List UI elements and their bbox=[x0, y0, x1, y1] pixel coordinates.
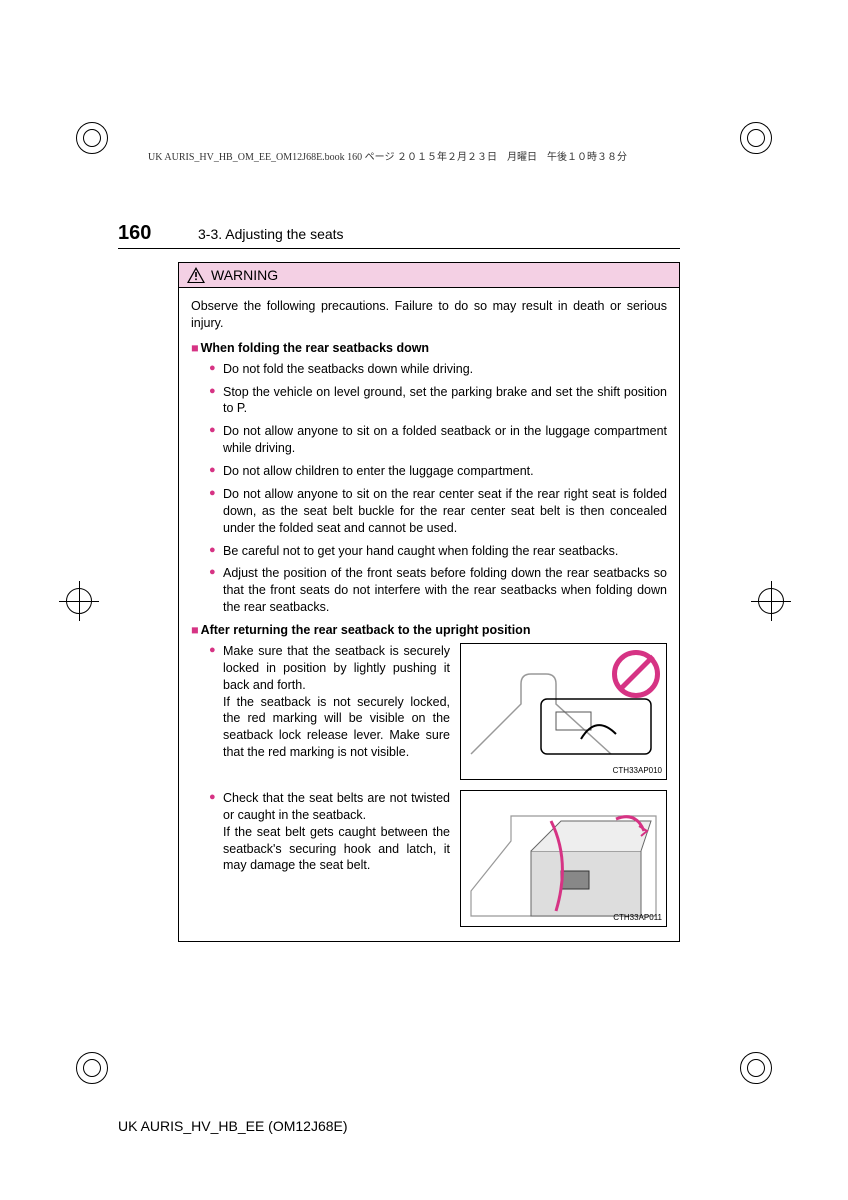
section-title: 3-3. Adjusting the seats bbox=[198, 226, 344, 242]
crop-corner bbox=[740, 1052, 772, 1084]
book-file-header: UK AURIS_HV_HB_OM_EE_OM12J68E.book 160 ペ… bbox=[148, 148, 627, 163]
list-item: Stop the vehicle on level ground, set th… bbox=[209, 384, 667, 418]
footer-doc-id: UK AURIS_HV_HB_EE (OM12J68E) bbox=[118, 1118, 348, 1134]
list-item: Do not fold the seatbacks down while dri… bbox=[209, 361, 667, 378]
image-code: CTH33AP010 bbox=[613, 766, 662, 777]
list-item: Check that the seat belts are not twiste… bbox=[209, 790, 450, 874]
seatbelt-caught-illustration: CTH33AP011 bbox=[460, 790, 667, 927]
subheading-1: ■When folding the rear seatbacks down bbox=[191, 340, 667, 357]
header-rule bbox=[118, 248, 680, 249]
warning-box: WARNING Observe the following precaution… bbox=[178, 262, 680, 942]
warning-triangle-icon bbox=[187, 267, 205, 283]
warning-body: Observe the following precautions. Failu… bbox=[179, 288, 679, 941]
list-item: Do not allow children to enter the lugga… bbox=[209, 463, 667, 480]
list-item: Make sure that the seatback is securely … bbox=[209, 643, 450, 761]
illustrated-row-1: Make sure that the seatback is securely … bbox=[209, 643, 667, 780]
warning-header: WARNING bbox=[179, 263, 679, 288]
crop-corner bbox=[76, 122, 108, 154]
list-item: Be careful not to get your hand caught w… bbox=[209, 543, 667, 560]
extra-text: If the seat belt gets caught between the… bbox=[223, 825, 450, 873]
registration-mark bbox=[758, 588, 784, 614]
list-item: Do not allow anyone to sit on a folded s… bbox=[209, 423, 667, 457]
illustrated-row-2: Check that the seat belts are not twiste… bbox=[209, 790, 667, 927]
crop-corner bbox=[740, 122, 772, 154]
page-number: 160 bbox=[118, 222, 151, 245]
registration-mark bbox=[66, 588, 92, 614]
warning-intro: Observe the following precautions. Failu… bbox=[191, 298, 667, 332]
list-item: Do not allow anyone to sit on the rear c… bbox=[209, 486, 667, 537]
warning-label: WARNING bbox=[211, 267, 278, 283]
subheading-2: ■After returning the rear seatback to th… bbox=[191, 622, 667, 639]
image-code: CTH33AP011 bbox=[613, 913, 662, 924]
bullet-list-1: Do not fold the seatbacks down while dri… bbox=[209, 361, 667, 616]
list-item: Adjust the position of the front seats b… bbox=[209, 565, 667, 616]
crop-corner bbox=[76, 1052, 108, 1084]
extra-text: If the seatback is not securely locked, … bbox=[223, 695, 450, 760]
seatback-lock-illustration: CTH33AP010 bbox=[460, 643, 667, 780]
